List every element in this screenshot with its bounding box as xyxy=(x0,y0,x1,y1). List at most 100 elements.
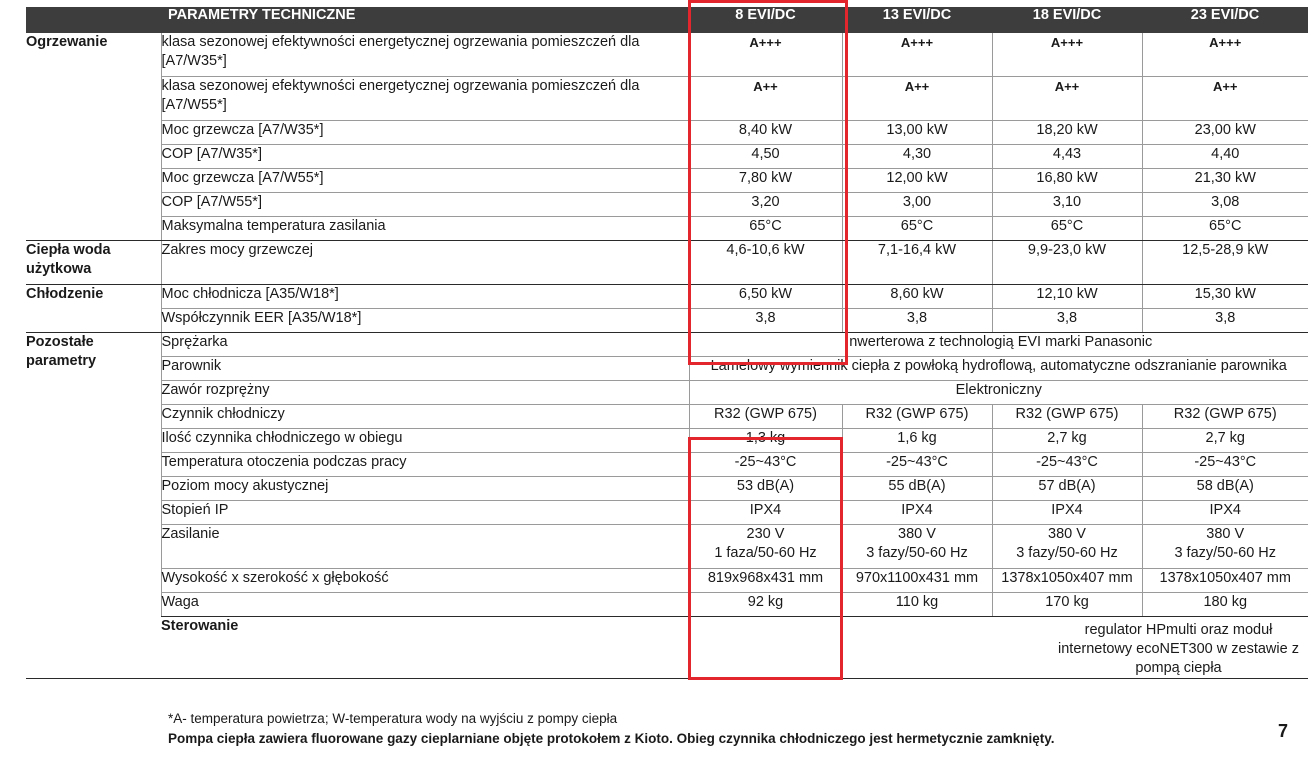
table-row: Współczynnik EER [A35/W18*] 3,8 3,8 3,8 … xyxy=(26,308,1308,333)
value-cell: Inwerterowa z technologią EVI marki Pana… xyxy=(688,332,1308,357)
value-cell: 1378x1050x407 mm xyxy=(1141,568,1308,593)
value-cell: 65°C xyxy=(688,216,842,241)
value-cell: A+++ xyxy=(688,33,842,77)
value-cell: 3,8 xyxy=(991,308,1142,333)
table-row: Waga 92 kg 110 kg 170 kg 180 kg xyxy=(26,592,1308,617)
value-cell: 3,8 xyxy=(1141,308,1308,333)
value-cell: IPX4 xyxy=(1141,500,1308,525)
param-label: COP [A7/W35*] xyxy=(160,144,689,169)
voltage-text: 380 V xyxy=(898,526,936,542)
value-cell: regulator HPmulti oraz moduł internetowy… xyxy=(689,616,1308,679)
value-cell: 8,60 kW xyxy=(841,284,992,309)
section-label: Ciepła woda użytkowa xyxy=(26,240,161,285)
value-cell: 13,00 kW xyxy=(841,120,992,145)
param-label: Moc chłodnicza [A35/W18*] xyxy=(160,284,689,309)
table-row: Zasilanie 230 V 1 faza/50-60 Hz 380 V 3 fa… xyxy=(26,524,1308,569)
table-row: Wysokość x szerokość x głębokość 819x968… xyxy=(26,568,1308,593)
value-cell: 55 dB(A) xyxy=(841,476,992,501)
value-cell: 57 dB(A) xyxy=(991,476,1142,501)
value-cell: 3,10 xyxy=(991,192,1142,217)
table-row: Temperatura otoczenia podczas pracy -25~… xyxy=(26,452,1308,477)
value-cell: 12,10 kW xyxy=(991,284,1142,309)
value-cell: 6,50 kW xyxy=(688,284,842,309)
table-row: Stopień IP IPX4 IPX4 IPX4 IPX4 xyxy=(26,500,1308,525)
value-cell: 110 kg xyxy=(841,592,992,617)
value-cell: -25~43°C xyxy=(1141,452,1308,477)
model-header: 13 EVI/DC xyxy=(842,7,992,33)
value-cell: 4,40 xyxy=(1141,144,1308,169)
voltage-text: 380 V xyxy=(1048,526,1086,542)
value-cell: 3,08 xyxy=(1141,192,1308,217)
value-cell: R32 (GWP 675) xyxy=(688,404,842,429)
section-label: Chłodzenie xyxy=(26,284,161,333)
footnote: *A- temperatura powietrza; W-temperatura… xyxy=(168,711,618,726)
param-label: Moc grzewcza [A7/W55*] xyxy=(160,168,689,193)
value-cell: 1,3 kg xyxy=(688,428,842,453)
section-label: Pozostałe parametry xyxy=(26,332,161,679)
value-cell: 3,8 xyxy=(841,308,992,333)
value-cell: 1,6 kg xyxy=(841,428,992,453)
param-label: Stopień IP xyxy=(160,500,689,525)
phase-text: 3 fazy/50-60 Hz xyxy=(866,545,968,561)
value-cell: 3,00 xyxy=(841,192,992,217)
value-cell: A+++ xyxy=(991,33,1142,77)
value-cell: 92 kg xyxy=(688,592,842,617)
param-label: Zakres mocy grzewczej xyxy=(160,240,689,285)
table-title: PARAMETRY TECHNICZNE xyxy=(26,7,689,33)
param-label: Maksymalna temperatura zasilania xyxy=(160,216,689,241)
param-label: Ilość czynnika chłodniczego w obiegu xyxy=(160,428,689,453)
table-row: Ciepła woda użytkowa Zakres mocy grzewcz… xyxy=(26,240,1308,285)
value-cell: -25~43°C xyxy=(841,452,992,477)
phase-text: 1 faza/50-60 Hz xyxy=(714,545,817,561)
value-cell: A++ xyxy=(688,76,842,121)
table-row: Czynnik chłodniczy R32 (GWP 675) R32 (GW… xyxy=(26,404,1308,429)
value-cell: 18,20 kW xyxy=(991,120,1142,145)
value-cell: 380 V 3 fazy/50-60 Hz xyxy=(841,524,992,569)
value-cell: A++ xyxy=(991,76,1142,121)
voltage-text: 380 V xyxy=(1206,526,1245,542)
table-row: Pozostałe parametry Sprężarka Inwerterow… xyxy=(26,332,1308,679)
section-label: Sterowanie xyxy=(161,616,689,679)
param-label: Moc grzewcza [A7/W35*] xyxy=(160,120,689,145)
table-row: Parownik Lamelowy wymiennik ciepła z pow… xyxy=(26,356,1308,381)
value-cell: 3,20 xyxy=(688,192,842,217)
value-cell: 58 dB(A) xyxy=(1141,476,1308,501)
value-cell: 180 kg xyxy=(1141,592,1308,617)
value-cell: R32 (GWP 675) xyxy=(1141,404,1308,429)
value-cell: 1378x1050x407 mm xyxy=(991,568,1142,593)
header-row: PARAMETRY TECHNICZNE 8 EVI/DC 13 EVI/DC … xyxy=(26,7,1308,33)
param-label: Zawór rozprężny xyxy=(160,380,689,405)
value-cell: 65°C xyxy=(1141,216,1308,241)
value-cell: IPX4 xyxy=(841,500,992,525)
table-row: Sterowanie regulator HPmulti oraz moduł … xyxy=(26,616,1308,679)
value-cell: 7,80 kW xyxy=(688,168,842,193)
param-label: Poziom mocy akustycznej xyxy=(160,476,689,501)
param-label: Czynnik chłodniczy xyxy=(160,404,689,429)
model-header: 18 EVI/DC xyxy=(992,7,1142,33)
table-row: Maksymalna temperatura zasilania 65°C 65… xyxy=(26,216,1308,241)
table-row: Ilość czynnika chłodniczego w obiegu 1,3… xyxy=(26,428,1308,453)
param-label: COP [A7/W55*] xyxy=(160,192,689,217)
param-label: Wysokość x szerokość x głębokość xyxy=(160,568,689,593)
value-cell: R32 (GWP 675) xyxy=(841,404,992,429)
param-label: Sprężarka xyxy=(160,332,689,357)
table-row: klasa sezonowej efektywności energetyczn… xyxy=(26,76,1308,121)
model-header: 23 EVI/DC xyxy=(1142,7,1308,33)
value-cell: 4,6-10,6 kW xyxy=(688,240,842,285)
value-cell: -25~43°C xyxy=(991,452,1142,477)
value-cell: IPX4 xyxy=(688,500,842,525)
phase-text: 3 fazy/50-60 Hz xyxy=(1016,545,1118,561)
value-cell: 819x968x431 mm xyxy=(688,568,842,593)
value-cell: R32 (GWP 675) xyxy=(991,404,1142,429)
value-cell: 970x1100x431 mm xyxy=(841,568,992,593)
table-row: COP [A7/W55*] 3,20 3,00 3,10 3,08 xyxy=(26,192,1308,217)
value-cell: 3,8 xyxy=(688,308,842,333)
value-cell: 21,30 kW xyxy=(1141,168,1308,193)
value-cell: 12,00 kW xyxy=(841,168,992,193)
param-label: Parownik xyxy=(160,356,689,381)
section-label: Ogrzewanie xyxy=(26,33,161,241)
table-row: Poziom mocy akustycznej 53 dB(A) 55 dB(A… xyxy=(26,476,1308,501)
spec-table: PARAMETRY TECHNICZNE 8 EVI/DC 13 EVI/DC … xyxy=(26,7,1308,679)
param-label: Współczynnik EER [A35/W18*] xyxy=(160,308,689,333)
value-cell: A+++ xyxy=(841,33,992,77)
